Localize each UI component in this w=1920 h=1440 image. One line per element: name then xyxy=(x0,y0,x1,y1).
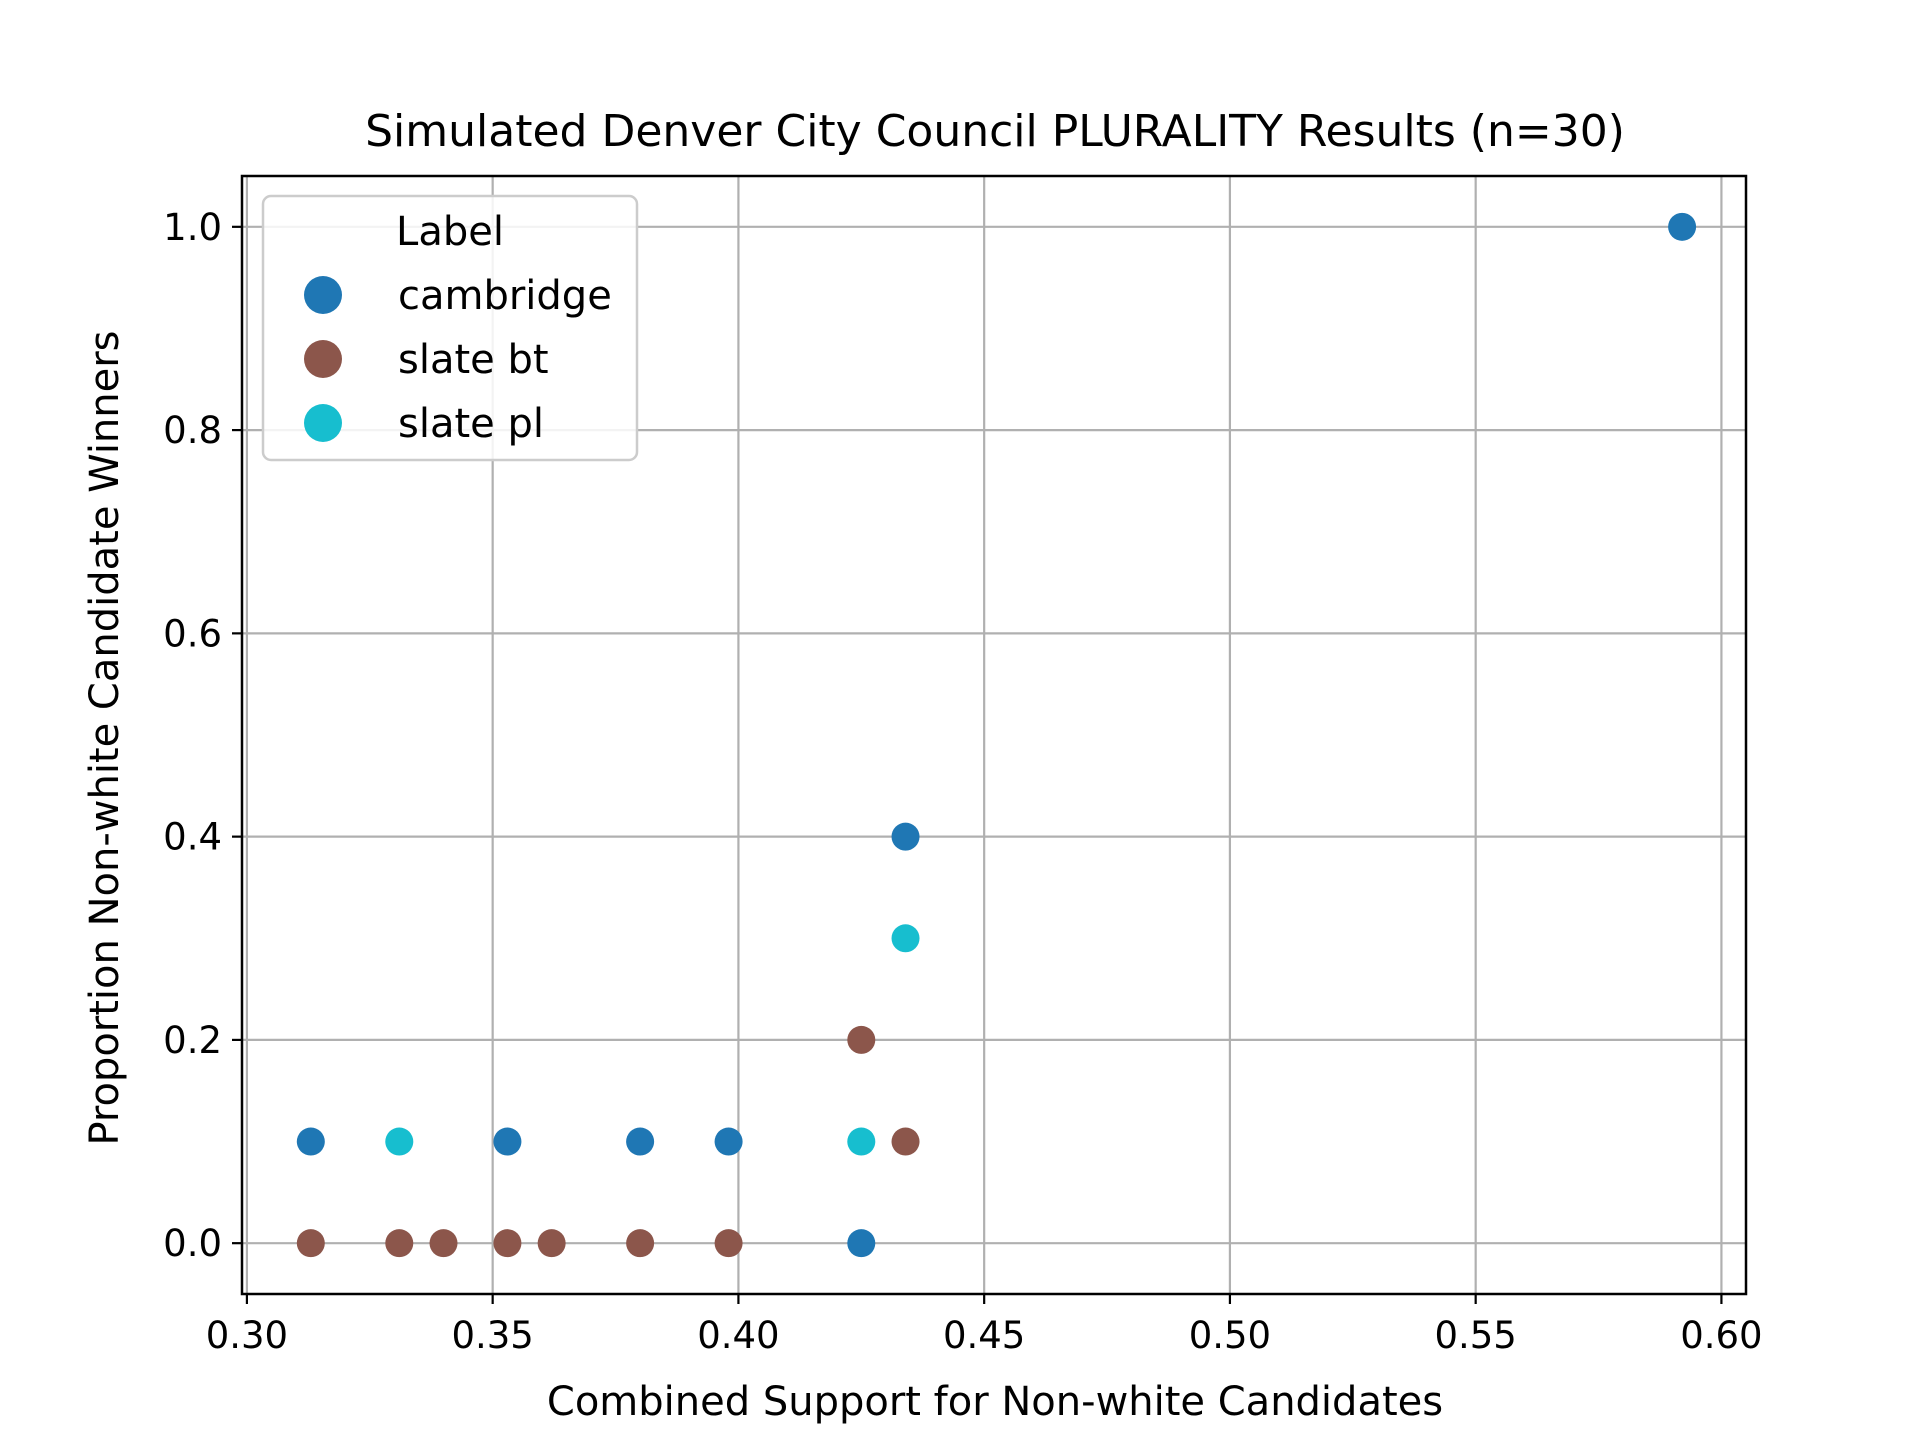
data-point xyxy=(296,1127,325,1156)
series-slate-bt xyxy=(296,1025,920,1258)
data-point xyxy=(296,1229,325,1258)
data-point xyxy=(714,1229,743,1258)
y-tick-label: 0.2 xyxy=(163,1019,222,1062)
y-tick-label: 0.0 xyxy=(163,1222,222,1265)
data-point xyxy=(847,1127,876,1156)
data-point xyxy=(1668,212,1697,241)
legend-entries: cambridge slate bt slate pl xyxy=(304,273,612,447)
series-cambridge xyxy=(296,212,1697,1258)
legend-marker xyxy=(304,404,342,442)
data-point xyxy=(385,1229,414,1258)
data-point xyxy=(385,1127,414,1156)
data-point xyxy=(847,1025,876,1054)
legend-label: cambridge xyxy=(398,273,612,319)
data-point xyxy=(847,1229,876,1258)
data-point xyxy=(891,1127,920,1156)
x-tick-label: 0.45 xyxy=(943,1314,1025,1357)
x-axis-label: Combined Support for Non-white Candidate… xyxy=(547,1379,1443,1425)
data-points xyxy=(296,212,1697,1258)
x-tick-label: 0.40 xyxy=(697,1314,779,1357)
data-point xyxy=(714,1127,743,1156)
grid-lines xyxy=(242,176,1746,1294)
legend-title: Label xyxy=(396,209,504,255)
y-tick-label: 1.0 xyxy=(163,206,222,249)
data-point xyxy=(429,1229,458,1258)
y-tick-label: 0.8 xyxy=(163,409,222,452)
plot-frame xyxy=(240,174,1748,1296)
x-tick-label: 0.55 xyxy=(1434,1314,1516,1357)
data-point xyxy=(626,1127,655,1156)
y-tick-label: 0.4 xyxy=(163,816,222,859)
legend: Label cambridge slate bt slate pl xyxy=(261,194,639,462)
legend-marker xyxy=(304,340,342,378)
legend-label: slate bt xyxy=(398,337,549,383)
legend-marker xyxy=(304,276,342,314)
x-tick-label: 0.50 xyxy=(1189,1314,1271,1357)
data-point xyxy=(493,1229,522,1258)
y-axis-label: Proportion Non-white Candidate Winners xyxy=(82,330,128,1145)
axis-ticks: 0.30 0.35 0.40 0.45 0.50 0.55 0.60 0.0 0.2 0.4 0.6… xyxy=(163,206,1762,1357)
x-tick-label: 0.35 xyxy=(451,1314,533,1357)
x-tick-label: 0.60 xyxy=(1680,1314,1762,1357)
data-point xyxy=(891,924,920,953)
data-point xyxy=(891,822,920,851)
data-point xyxy=(537,1229,566,1258)
x-tick-label: 0.30 xyxy=(206,1314,288,1357)
data-point xyxy=(493,1127,522,1156)
chart-title: Simulated Denver City Council PLURALITY … xyxy=(365,106,1625,157)
series-slate-pl xyxy=(385,924,920,1156)
y-tick-label: 0.6 xyxy=(163,612,222,655)
data-point xyxy=(626,1229,655,1258)
legend-label: slate pl xyxy=(398,401,544,447)
legend-box xyxy=(261,194,639,462)
